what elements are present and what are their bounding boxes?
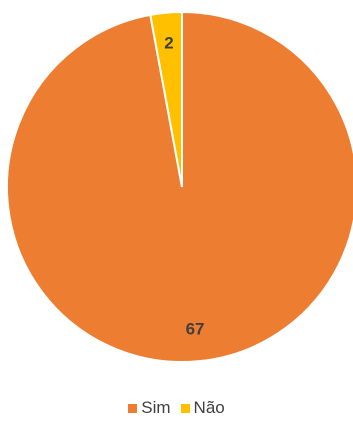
data-label-sim: 67 bbox=[186, 319, 205, 338]
legend-item-sim: Sim bbox=[128, 398, 171, 418]
pie-chart-plot: 67 2 bbox=[6, 10, 353, 363]
legend-item-nao: Não bbox=[180, 398, 225, 418]
pie-slice-sim bbox=[6, 10, 353, 363]
legend-swatch-nao bbox=[180, 403, 190, 413]
legend-swatch-sim bbox=[128, 403, 138, 413]
legend-label-sim: Sim bbox=[141, 398, 171, 417]
data-label-nao: 2 bbox=[164, 34, 173, 53]
chart-legend: Sim Não bbox=[0, 398, 353, 418]
legend-label-nao: Não bbox=[193, 398, 225, 417]
pie-slice-nao bbox=[149, 10, 183, 188]
